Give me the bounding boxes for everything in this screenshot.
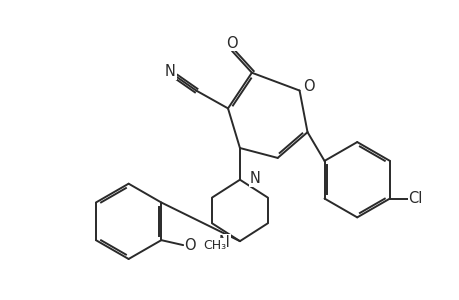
Text: O: O [302,79,313,94]
Text: N: N [165,64,175,79]
Text: N: N [218,235,230,250]
Text: O: O [184,238,196,253]
Text: Cl: Cl [408,191,422,206]
Text: O: O [226,35,237,50]
Text: CH₃: CH₃ [202,238,226,252]
Text: N: N [249,171,260,186]
